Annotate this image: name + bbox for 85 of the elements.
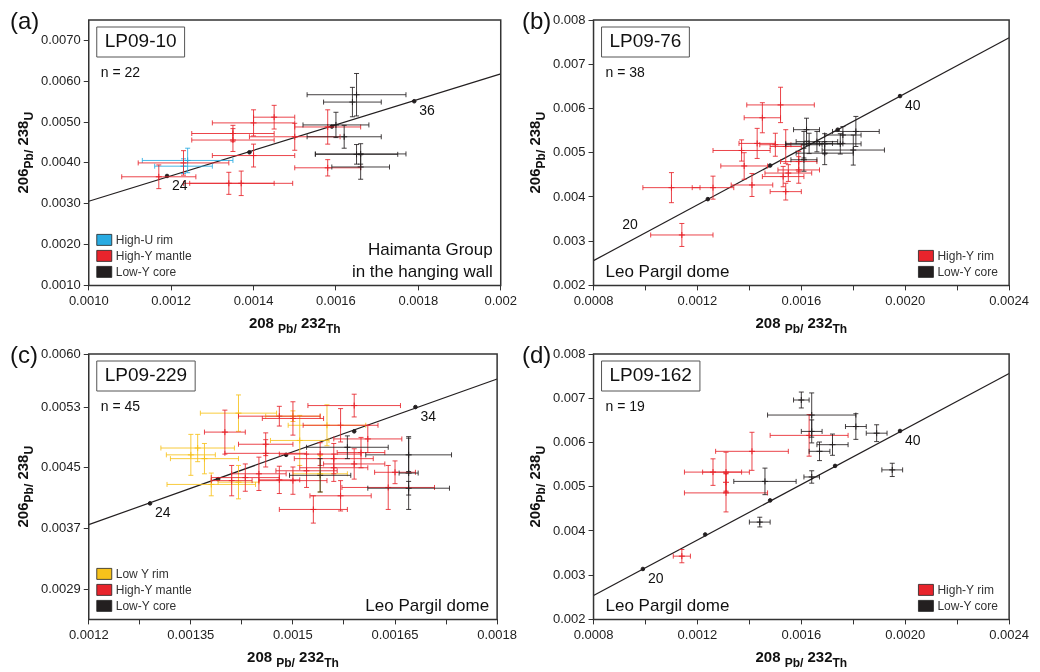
legend-label: Low Y rim [115, 566, 169, 581]
text: LP09-229 [104, 364, 188, 386]
y-tick-label: 0.0040 [41, 154, 81, 170]
x-tick-label: 0.0016 [781, 626, 822, 642]
text: (a) [10, 6, 40, 34]
y-tick-label: 0.002 [552, 610, 586, 626]
x-tick-label: 0.00135 [167, 626, 215, 642]
y-tick-label: 0.0010 [41, 276, 81, 292]
y-tick-label: 0.0060 [41, 72, 81, 88]
y-tick-label: 0.005 [552, 144, 586, 160]
x-tick-label: 0.0012 [677, 292, 718, 308]
text: LP09-10 [104, 30, 177, 52]
annotation: 36 [419, 102, 436, 119]
y-tick-label: 0.007 [552, 55, 586, 71]
y-tick-label: 0.004 [552, 522, 586, 538]
legend-label: Low-Y core [115, 598, 177, 613]
legend-label: High-Y rim [937, 582, 994, 597]
y-tick-label: 0.0029 [41, 580, 81, 596]
x-tick-label: 0.0020 [885, 292, 926, 308]
y-axis-title: 206Pb/ 238U [14, 445, 36, 528]
y-tick-label: 0.0070 [41, 31, 81, 47]
y-tick-label: 0.0045 [41, 459, 81, 475]
legend-label: Low-Y core [115, 264, 177, 279]
annotation: Haimanta Group in the hanging wall [351, 240, 493, 282]
y-axis-title: 206Pb/ 238U [526, 445, 548, 528]
x-tick-label: 0.0012 [677, 626, 718, 642]
x-tick-label: 0.0012 [68, 626, 109, 642]
annotation: 20 [647, 569, 664, 586]
y-tick-label: 0.008 [552, 345, 586, 361]
annotation: 40 [905, 96, 921, 113]
y-tick-label: 0.008 [552, 11, 586, 27]
legend-label: High-Y mantle [115, 248, 192, 263]
x-tick-label: 0.0014 [233, 292, 274, 308]
text: LP09-162 [609, 364, 692, 386]
legend-label: Low-Y core [937, 598, 999, 613]
annotation: n = 38 [605, 63, 646, 80]
annotation: Leo Pargil dome [365, 596, 490, 616]
y-tick-label: 0.003 [552, 566, 586, 582]
x-tick-label: 0.0015 [273, 626, 313, 642]
x-tick-label: 0.00165 [371, 626, 419, 642]
x-tick-label: 0.0008 [573, 292, 614, 308]
text: (d) [522, 340, 552, 368]
legend-label: Low-Y core [937, 264, 999, 279]
x-tick-label: 0.0020 [885, 626, 926, 642]
annotation: 24 [155, 504, 171, 521]
y-tick-label: 0.007 [552, 389, 586, 405]
legend-label: High-Y mantle [115, 582, 192, 597]
annotation: 24 [172, 176, 188, 193]
y-tick-label: 0.003 [552, 232, 586, 248]
y-axis-title: 206Pb/ 238U [526, 111, 548, 194]
legend-label: High-Y rim [937, 248, 994, 263]
y-tick-label: 0.0030 [41, 195, 81, 211]
text: (b) [522, 6, 552, 34]
x-tick-label: 0.0008 [573, 626, 614, 642]
text: LP09-76 [609, 30, 682, 52]
annotation: n = 45 [100, 397, 141, 414]
x-tick-label: 0.0012 [151, 292, 192, 308]
x-tick-label: 0.0018 [398, 292, 439, 308]
annotation: 20 [622, 215, 639, 232]
y-tick-label: 0.0060 [41, 345, 81, 361]
legend-label: High-U rim [115, 232, 174, 247]
y-tick-label: 0.0037 [41, 519, 81, 535]
annotation: 40 [905, 431, 921, 448]
x-tick-label: 0.0010 [68, 292, 109, 308]
x-tick-label: 0.002 [484, 292, 518, 308]
annotation: 34 [420, 407, 437, 424]
x-tick-label: 0.0016 [316, 292, 356, 308]
y-tick-label: 0.0050 [41, 113, 81, 129]
y-tick-label: 0.004 [552, 188, 586, 204]
text: (c) [10, 340, 38, 368]
y-tick-label: 0.0020 [41, 236, 81, 252]
y-tick-label: 0.006 [552, 434, 586, 450]
x-tick-label: 0.0016 [781, 292, 822, 308]
annotation: Leo Pargil dome [605, 596, 730, 616]
annotation: n = 19 [605, 397, 646, 414]
y-tick-label: 0.006 [552, 100, 586, 116]
annotation: Leo Pargil dome [605, 262, 730, 282]
x-tick-label: 0.0024 [989, 292, 1029, 308]
y-tick-label: 0.002 [552, 276, 586, 292]
y-tick-label: 0.0053 [41, 398, 81, 414]
annotation: n = 22 [100, 63, 141, 80]
x-tick-label: 0.0018 [477, 626, 517, 642]
y-tick-label: 0.005 [552, 478, 586, 494]
x-tick-label: 0.0024 [989, 626, 1029, 642]
y-axis-title: 206Pb/ 238U [14, 111, 36, 194]
